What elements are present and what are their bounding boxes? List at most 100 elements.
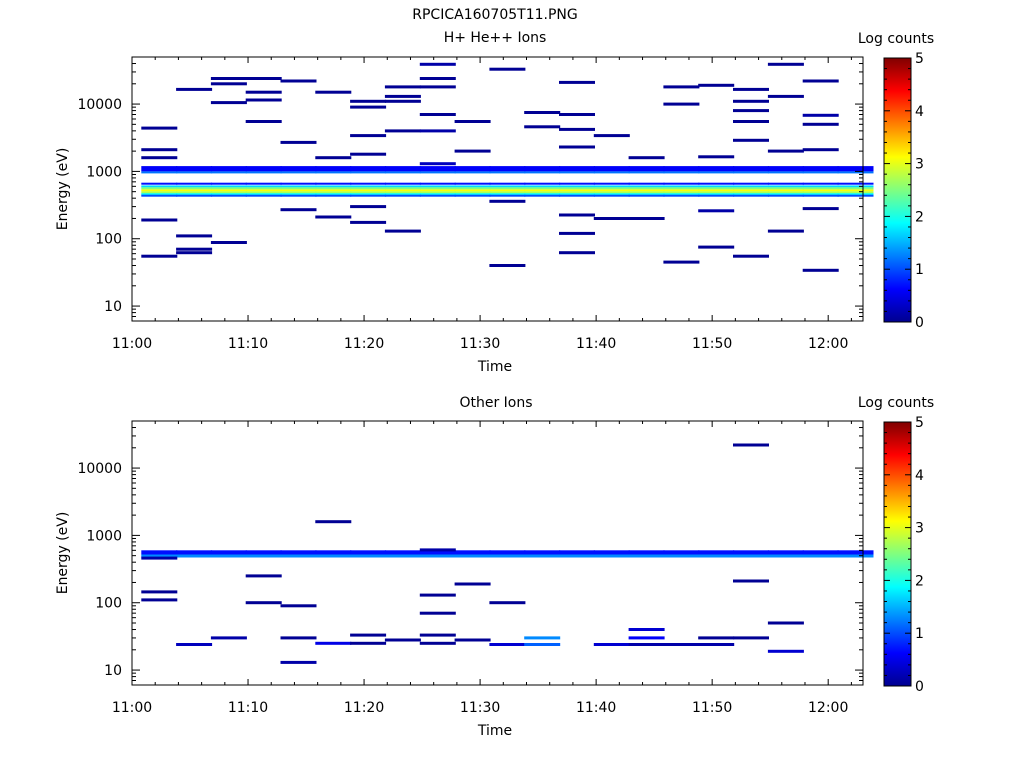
- heatmap-cell: [384, 99, 421, 103]
- heatmap-band-cell: [837, 554, 874, 558]
- heatmap-cell: [141, 218, 178, 222]
- heatmap-band-cell: [628, 189, 665, 192]
- heatmap-band-cell: [280, 185, 317, 188]
- heatmap-band-cell: [419, 171, 456, 174]
- heatmap-band-cell: [315, 550, 352, 555]
- heatmap-band-cell: [315, 166, 352, 172]
- heatmap-band-cell: [733, 185, 769, 188]
- heatmap-cell: [454, 149, 491, 153]
- heatmap-band-cell: [141, 554, 178, 558]
- heatmap-band-cell: [210, 550, 247, 555]
- panel-h-he-ions: H+ He++ Ions 11:00 11:10 11:20 11:30 11:40 11…: [55, 30, 934, 375]
- heatmap-cell: [384, 94, 421, 98]
- heatmap-band-cell: [559, 166, 595, 172]
- heatmap-cell: [419, 641, 456, 645]
- heatmap-band-cell: [489, 191, 526, 194]
- heatmap-cell: [663, 260, 700, 264]
- heatmap-band-cell: [384, 554, 421, 558]
- heatmap-band-cell: [141, 171, 178, 174]
- heatmap-cell: [698, 209, 735, 213]
- heatmap-band-cell: [210, 191, 247, 194]
- colorbar-tick-label: 3: [915, 521, 924, 537]
- heatmap-band-cell: [210, 193, 247, 196]
- heatmap-band-cell: [733, 182, 769, 185]
- heatmap-cell: [315, 215, 352, 219]
- heatmap-band-cell: [454, 182, 491, 185]
- heatmap-band-cell: [837, 191, 874, 194]
- heatmap-band-cell: [245, 193, 282, 196]
- heatmap-band-cell: [802, 182, 839, 185]
- heatmap-band-cell: [280, 182, 317, 185]
- heatmap-cell: [176, 643, 213, 646]
- heatmap-cell: [628, 628, 665, 631]
- heatmap-cell: [176, 247, 213, 251]
- heatmap-band-cell: [524, 194, 561, 197]
- heatmap-band-cell: [245, 194, 282, 197]
- heatmap-band-cell: [837, 550, 874, 555]
- y-tick-label: 10000: [77, 97, 122, 113]
- heatmap-cell: [628, 636, 665, 640]
- heatmap-band-cell: [663, 185, 700, 188]
- heatmap-band-cell: [176, 191, 213, 194]
- colorbar-ticks: 0 1 2 3 4 5: [884, 415, 924, 695]
- heatmap-cell: [733, 254, 769, 258]
- heatmap-band-cell: [315, 193, 352, 196]
- heatmap-band-cell: [176, 554, 213, 558]
- heatmap-band-cell: [489, 171, 526, 174]
- heatmap-band-cell: [524, 166, 561, 172]
- heatmap-cell: [489, 264, 526, 267]
- heatmap-band-cell: [454, 193, 491, 196]
- heatmap-band-cell: [176, 187, 213, 190]
- heatmap-band-cell: [593, 182, 630, 185]
- heatmap-cell: [419, 633, 456, 637]
- heatmap-band-cell: [559, 187, 595, 190]
- heatmap-band-cell: [837, 187, 874, 190]
- heatmap-band-cell: [315, 191, 352, 194]
- heatmap-cell: [767, 621, 804, 625]
- heatmap-band-cell: [210, 194, 247, 197]
- x-tick-label: 11:50: [692, 700, 732, 716]
- heatmap-band-cell: [280, 171, 317, 174]
- heatmap-band-cell: [698, 185, 735, 188]
- heatmap-band-cell: [733, 187, 769, 190]
- heatmap-band-cell: [628, 166, 665, 172]
- colorbar-label: Log counts: [858, 31, 934, 47]
- heatmap-band-cell: [350, 171, 387, 174]
- heatmap-band-cell: [559, 191, 595, 194]
- heatmap-band-cell: [419, 187, 456, 190]
- heatmap-band-cell: [628, 193, 665, 196]
- heatmap-band-cell: [176, 550, 213, 555]
- heatmap-band-cell: [419, 191, 456, 194]
- heatmap-band-cell: [350, 554, 387, 558]
- heatmap-cell: [280, 79, 317, 83]
- heatmap-cell: [593, 134, 630, 138]
- y-tick-label: 10: [104, 663, 122, 679]
- heatmap-band-cell: [350, 193, 387, 196]
- heatmap-band-cell: [176, 194, 213, 197]
- heatmap-cell: [350, 633, 387, 637]
- heatmap-band-cell: [489, 550, 526, 555]
- heatmap-cell: [141, 556, 178, 560]
- y-tick-label: 10000: [77, 461, 122, 477]
- heatmap-band-cell: [663, 550, 700, 555]
- heatmap-band-cell: [280, 550, 317, 555]
- heatmap-band-cell: [245, 550, 282, 555]
- heatmap-band-cell: [593, 191, 630, 194]
- heatmap-band-cell: [315, 194, 352, 197]
- heatmap-cell: [733, 443, 769, 447]
- heatmap-cell: [733, 99, 769, 103]
- heatmap-cell: [350, 205, 387, 209]
- figure-title: RPCICA160705T11.PNG: [412, 7, 577, 23]
- heatmap-cell: [280, 660, 317, 664]
- heatmap-band-cell: [245, 182, 282, 185]
- heatmap-band-cell: [663, 182, 700, 185]
- heatmap-band-cell: [419, 166, 456, 172]
- heatmap-cell: [524, 111, 561, 114]
- colorbar-ticks: 0 1 2 3 4 5: [884, 51, 924, 331]
- heatmap-band-cell: [384, 185, 421, 188]
- x-tick-label: 11:00: [112, 700, 152, 716]
- heatmap-band-cell: [524, 185, 561, 188]
- heatmap-band-cell: [524, 187, 561, 190]
- heatmap-band-cell: [384, 187, 421, 190]
- y-axis-label: Energy (eV): [55, 148, 71, 231]
